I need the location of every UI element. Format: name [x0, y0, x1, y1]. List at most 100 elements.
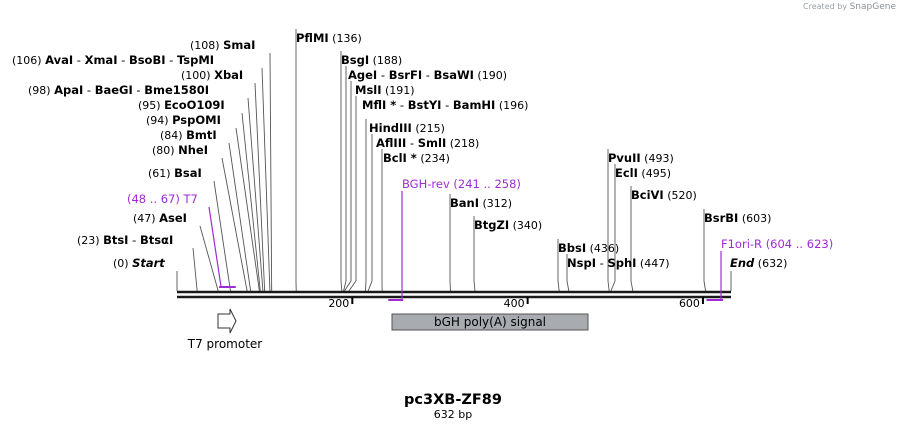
- backbone: [177, 290, 731, 299]
- tick-label: 200: [328, 297, 349, 310]
- site-nhei[interactable]: (80) NheI: [152, 143, 208, 157]
- site-pflmi[interactable]: PflMI (136): [296, 31, 362, 45]
- enzyme-name: BtsI: [103, 233, 128, 247]
- site-agei[interactable]: AgeI - BsrFI - BsaWI (190): [348, 68, 507, 82]
- site-avai[interactable]: (106) AvaI - XmaI - BsoBI - TspMI: [12, 53, 214, 67]
- site-hindiii[interactable]: HindIII (215): [369, 121, 445, 135]
- leader-line: [348, 96, 357, 292]
- leader-line: [235, 127, 260, 292]
- feature-t7-promoter[interactable]: T7 promoter: [187, 308, 263, 351]
- site-position: (47): [133, 212, 159, 225]
- name-separator: -: [133, 83, 144, 97]
- site-position: (108): [190, 39, 223, 52]
- primer-name: F1ori-R: [721, 237, 766, 251]
- site-smai[interactable]: (108) SmaI: [190, 38, 255, 52]
- polya-box: [391, 313, 589, 331]
- site-position: (98): [28, 84, 54, 97]
- leader-line: [254, 82, 266, 292]
- site-position: (95): [138, 99, 164, 112]
- site-msli[interactable]: MslI (191): [355, 83, 415, 97]
- site-label-bani: BanI (312): [450, 196, 512, 210]
- enzyme-name: Bme1580I: [144, 83, 209, 97]
- enzyme-name: BamHI: [453, 98, 495, 112]
- enzyme-name: AflIII: [376, 136, 406, 150]
- site-bsrbi[interactable]: BsrBI (603): [704, 211, 771, 225]
- primer-label: F1ori-R (604 .. 623): [721, 237, 833, 251]
- site-label-avai: (106) AvaI - XmaI - BsoBI - TspMI: [12, 53, 214, 67]
- leader-line: [269, 52, 273, 292]
- site-start[interactable]: (0) Start: [113, 256, 165, 270]
- enzyme-name: BanI: [450, 196, 479, 210]
- tick-label: 600: [679, 297, 700, 310]
- site-bbsi[interactable]: BbsI (436): [558, 241, 619, 255]
- primers: (48 .. 67) T7 BGH-rev (241 .. 258) F1ori-R…: [127, 177, 833, 301]
- site-ecoo109i[interactable]: (95) EcoO109I: [138, 98, 225, 112]
- site-btsi[interactable]: (23) BtsI - BtsαI: [77, 233, 173, 247]
- site-label-asei: (47) AseI: [133, 211, 187, 225]
- site-position: (495): [638, 167, 671, 180]
- enzyme-name: EclI: [615, 166, 638, 180]
- enzyme-name: PspOMI: [172, 113, 221, 127]
- primer-range: (241 .. 258): [453, 177, 521, 191]
- feature-bgh-polya[interactable]: bGH poly(A) signal: [391, 313, 589, 331]
- promoter-arrow-icon: [217, 308, 237, 334]
- site-label-smai: (108) SmaI: [190, 38, 255, 52]
- leader-line: [221, 157, 248, 292]
- site-pvuii[interactable]: PvuII (493): [608, 151, 674, 165]
- site-apai[interactable]: (98) ApaI - BaeGI - Bme1580I: [28, 83, 209, 97]
- site-label-hindiii: HindIII (215): [369, 121, 445, 135]
- enzyme-name: SmaI: [223, 38, 255, 52]
- site-bani[interactable]: BanI (312): [450, 196, 512, 210]
- site-bsai[interactable]: (61) BsaI: [148, 166, 202, 180]
- site-position: (436): [586, 242, 619, 255]
- enzyme-name: End: [730, 256, 755, 270]
- enzyme-name: SphI: [607, 256, 636, 270]
- leader-line: [344, 81, 352, 292]
- site-label-bcivi: BciVI (520): [631, 188, 697, 202]
- site-btgzi[interactable]: BtgZI (340): [474, 218, 542, 232]
- primer-name: T7: [183, 192, 198, 206]
- enzyme-name: BmtI: [186, 128, 217, 142]
- enzyme-name: Start: [132, 256, 165, 270]
- site-bsgi[interactable]: BsgI (188): [341, 53, 402, 67]
- site-position: (520): [664, 189, 697, 202]
- site-position: (106): [12, 54, 45, 67]
- site-position: (218): [446, 137, 479, 150]
- primer-t7[interactable]: (48 .. 67) T7: [127, 192, 236, 288]
- map-length: 632 bp: [434, 408, 472, 421]
- site-asei[interactable]: (47) AseI: [133, 211, 187, 225]
- site-mfli[interactable]: MflI * - BstYI - BamHI (196): [362, 98, 528, 112]
- name-separator: -: [128, 233, 139, 247]
- primer-f1ori-r[interactable]: F1ori-R (604 .. 623): [706, 237, 833, 301]
- site-bcivi[interactable]: BciVI (520): [631, 188, 697, 202]
- site-bcli[interactable]: BclI * (234): [383, 151, 450, 165]
- site-pspomi[interactable]: (94) PspOMI: [146, 113, 221, 127]
- enzyme-name: BciVI: [631, 188, 664, 202]
- ruler-ticks: 200 400 600: [328, 297, 704, 310]
- primer-label: BGH-rev (241 .. 258): [402, 177, 521, 191]
- site-label-start: (0) Start: [113, 256, 165, 270]
- site-ecli[interactable]: EclI (495): [615, 166, 671, 180]
- credit-prefix: Created by: [803, 2, 848, 11]
- site-bmti[interactable]: (84) BmtI: [160, 128, 217, 142]
- primer-range: (604 .. 623): [766, 237, 834, 251]
- primer-label: (48 .. 67) T7: [127, 192, 198, 206]
- leader-line: [340, 51, 343, 292]
- site-label-bmti: (84) BmtI: [160, 128, 217, 142]
- site-nspi[interactable]: NspI - SphI (447): [567, 256, 670, 270]
- enzyme-name: PvuII: [608, 151, 641, 165]
- site-afliii[interactable]: AflIII - SmlI (218): [376, 136, 479, 150]
- enzyme-labels: (0) Start (23) BtsI - BtsαI (47) AseI (61) …: [12, 31, 787, 270]
- site-label-btgzi: BtgZI (340): [474, 218, 542, 232]
- enzyme-name: ApaI: [54, 83, 83, 97]
- site-position: (493): [641, 152, 674, 165]
- enzyme-name: BtsαI: [140, 233, 173, 247]
- primer-bgh-rev[interactable]: BGH-rev (241 .. 258): [388, 177, 521, 301]
- site-xbai[interactable]: (100) XbaI: [181, 68, 243, 82]
- enzyme-name: NspI: [567, 256, 596, 270]
- site-label-msli: MslI (191): [355, 83, 415, 97]
- site-end[interactable]: End (632): [730, 256, 787, 270]
- site-position: (188): [369, 54, 402, 67]
- name-separator: -: [117, 53, 128, 67]
- enzyme-name: XmaI: [85, 53, 118, 67]
